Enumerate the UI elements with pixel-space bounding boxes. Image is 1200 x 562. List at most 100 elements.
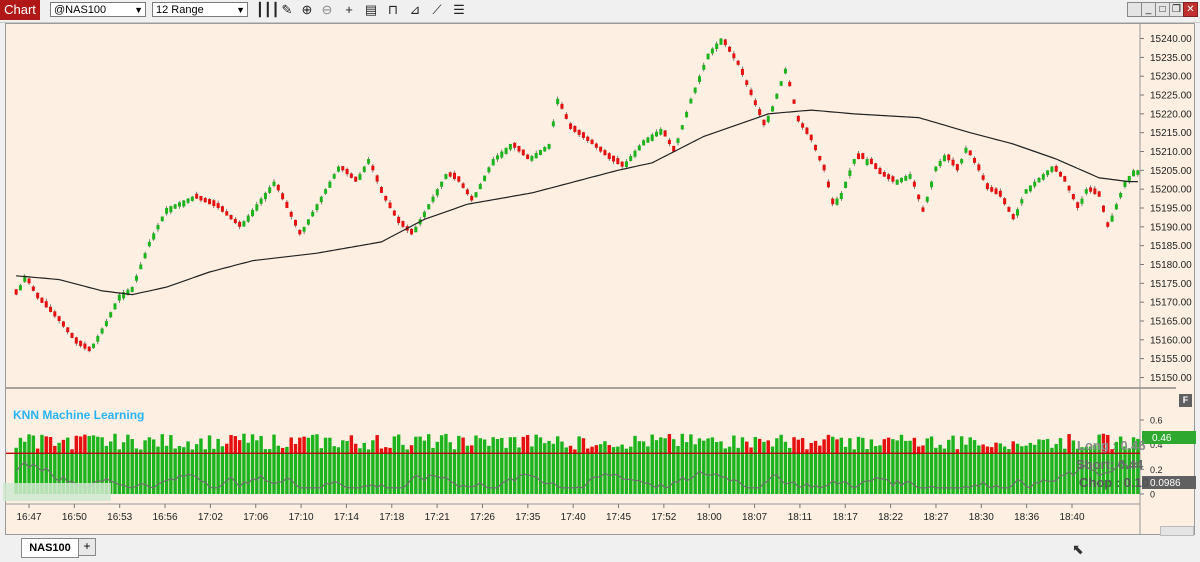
strategy-icon[interactable]: ⊓ <box>387 2 399 17</box>
indicator-panel <box>6 433 1140 494</box>
knn-long-bar <box>972 453 977 494</box>
crosshair-icon[interactable]: + <box>345 2 353 17</box>
knn-long-bar <box>444 453 448 494</box>
symbol-selector[interactable]: @NAS100 ▼ <box>50 2 146 17</box>
candle-body <box>315 204 319 211</box>
knn-signal-bar <box>332 446 336 454</box>
knn-long-bar <box>1007 453 1011 494</box>
knn-long-bar <box>319 453 324 494</box>
knn-signal-bar <box>1011 441 1015 454</box>
knn-long-bar <box>534 453 538 494</box>
candle-body <box>122 292 126 299</box>
candle-body <box>779 81 783 86</box>
knn-signal-bar <box>594 445 599 454</box>
knn-long-bar <box>121 453 126 494</box>
knn-signal-bar <box>199 438 203 454</box>
candle-body <box>427 204 431 210</box>
time-tick-label: 17:18 <box>379 512 404 523</box>
knn-long-bar <box>977 453 981 494</box>
tab-nas100[interactable]: NAS100 <box>21 538 79 558</box>
knn-long-bar <box>70 453 74 494</box>
knn-long-bar <box>504 453 508 494</box>
price-tick-label: 15180.00 <box>1150 260 1192 271</box>
zoom-in-icon[interactable]: ⊕ <box>301 2 313 17</box>
knn-long-bar <box>259 453 263 494</box>
candle-body <box>61 321 65 327</box>
drawing-tools-icon[interactable]: ⟋ <box>432 2 442 17</box>
candle-body <box>685 111 689 118</box>
knn-signal-bar <box>323 437 328 454</box>
candle-body <box>1101 205 1105 212</box>
knn-long-bar <box>186 453 190 494</box>
knn-long-bar <box>856 453 861 494</box>
knn-signal-bar <box>134 448 139 454</box>
knn-signal-bar <box>796 439 801 454</box>
knn-long-bar <box>246 453 250 494</box>
knn-long-bar <box>620 453 624 494</box>
candle-body <box>444 174 448 180</box>
candle-body <box>388 202 392 208</box>
axes: 15240.00 15235.00 15230.00 15225.00 15220.00… <box>16 34 1196 523</box>
knn-signal-bar <box>87 435 91 454</box>
knn-signal-bar <box>710 437 715 454</box>
knn-long-bar <box>117 453 122 494</box>
scroll-area[interactable] <box>1160 526 1194 536</box>
knn-long-bar <box>474 453 478 494</box>
add-tab-button[interactable]: + <box>78 538 96 556</box>
knn-signal-bar <box>44 436 48 454</box>
close-icon[interactable]: ✕ <box>1183 2 1198 17</box>
blurred-label <box>3 483 111 501</box>
candle-body <box>190 196 194 201</box>
knn-long-bar <box>27 453 31 494</box>
time-tick-label: 16:56 <box>153 512 178 523</box>
bar-style-icon[interactable]: ┃┃┃ <box>256 2 280 17</box>
candle-body <box>495 155 499 160</box>
candle-body <box>637 145 641 151</box>
knn-signal-bar <box>396 434 401 454</box>
knn-signal-bar <box>693 444 697 454</box>
candle-body <box>173 204 177 209</box>
knn-signal-bar <box>714 441 719 454</box>
knn-signal-bar <box>538 437 543 454</box>
price-tick-label: 15220.00 <box>1150 109 1192 120</box>
candle-body <box>977 164 981 171</box>
knn-long-bar <box>899 453 904 494</box>
knn-long-bar <box>126 453 130 494</box>
knn-long-bar <box>1058 453 1063 494</box>
zoom-out-icon[interactable]: ⊖ <box>321 2 333 17</box>
knn-signal-bar <box>35 448 40 454</box>
knn-signal-bar <box>646 446 650 454</box>
bar-type-selector[interactable]: 12 Range ▼ <box>152 2 248 17</box>
knn-signal-bar <box>250 434 255 454</box>
chart-window-tab[interactable]: Chart <box>0 0 40 20</box>
knn-long-bar <box>753 453 758 494</box>
candle-body <box>276 184 280 191</box>
candle-body <box>1127 175 1131 183</box>
properties-icon[interactable]: ☰ <box>453 2 465 17</box>
candle-body <box>487 167 491 173</box>
pencil-icon[interactable]: ✎ <box>281 2 293 17</box>
knn-long-bar <box>491 453 495 494</box>
data-box-icon[interactable]: ▤ <box>364 2 378 17</box>
knn-long-bar <box>1050 453 1054 494</box>
knn-long-bar <box>1093 453 1097 494</box>
time-tick-label: 17:52 <box>651 512 676 523</box>
knn-signal-bar <box>1097 434 1101 454</box>
knn-long-bar <box>349 453 354 494</box>
candle-body <box>530 156 534 161</box>
panel-f-icon[interactable]: F <box>1179 394 1192 407</box>
knn-long-bar <box>680 453 685 494</box>
price-tick-label: 15155.00 <box>1150 354 1192 365</box>
candle-body <box>246 215 250 222</box>
maximize-icon[interactable]: □ <box>1155 2 1170 17</box>
knn-signal-bar <box>1002 446 1007 454</box>
indicators-icon[interactable]: ⊿ <box>409 2 421 17</box>
candle-body <box>74 337 78 344</box>
candle-body <box>332 174 336 179</box>
knn-signal-bar <box>448 442 452 454</box>
candle-body <box>973 157 977 163</box>
knn-signal-bar <box>1032 444 1037 454</box>
candle-body <box>801 123 805 128</box>
candle-body <box>1097 191 1101 197</box>
